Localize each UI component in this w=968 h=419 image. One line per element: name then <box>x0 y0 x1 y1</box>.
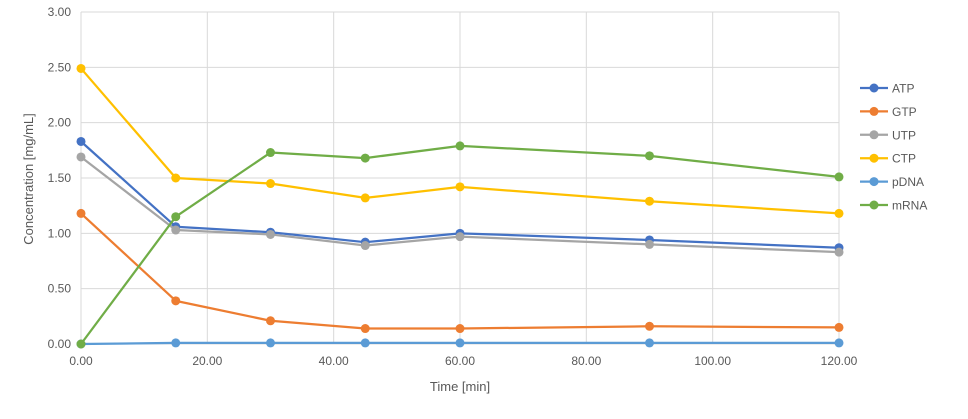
x-tick-label: 20.00 <box>192 354 222 368</box>
data-point <box>455 232 465 242</box>
legend-label: UTP <box>892 128 916 142</box>
data-point <box>266 148 275 158</box>
legend-marker <box>869 83 879 93</box>
data-point <box>834 322 844 332</box>
data-point <box>171 212 181 222</box>
data-point <box>360 338 370 348</box>
data-point <box>266 316 275 326</box>
data-point <box>455 141 465 151</box>
data-point <box>171 225 181 235</box>
x-tick-label: 80.00 <box>571 354 601 368</box>
x-tick-label: 60.00 <box>445 354 475 368</box>
legend-label: GTP <box>892 105 917 119</box>
legend-entry-ctp: CTP <box>860 152 916 166</box>
axes: 0.00 0.50 1.00 1.50 2.00 2.50 3.00 0.00 20.00 40.… <box>48 5 858 368</box>
legend-entry-mrna: mRNA <box>860 199 927 213</box>
legend-entry-atp: ATP <box>860 82 914 96</box>
legend-marker <box>869 200 879 210</box>
series-gtp <box>76 208 844 334</box>
y-tick-label: 2.50 <box>48 60 72 74</box>
data-point <box>834 172 844 182</box>
series-ctp <box>76 63 844 218</box>
x-tick-label: 120.00 <box>821 354 858 368</box>
legend-label: ATP <box>892 82 914 96</box>
data-point <box>171 296 181 306</box>
x-tick-label: 100.00 <box>694 354 731 368</box>
legend-label: CTP <box>892 152 916 166</box>
data-point <box>360 153 370 163</box>
data-point <box>645 321 654 331</box>
legend-entry-pdna: pDNA <box>860 175 924 189</box>
data-point <box>76 152 86 162</box>
legend-marker <box>869 106 879 116</box>
data-point <box>76 63 86 73</box>
legend-label: pDNA <box>892 175 924 189</box>
y-axis-title: Concentration [mg/mL] <box>21 113 36 245</box>
series-utp <box>76 152 844 257</box>
y-tick-label: 3.00 <box>48 5 72 19</box>
data-point <box>171 338 181 348</box>
data-point <box>834 338 844 348</box>
legend-marker <box>869 153 879 163</box>
y-tick-label: 0.50 <box>48 282 72 296</box>
legend-marker <box>869 130 879 140</box>
data-point <box>455 182 465 192</box>
data-point <box>360 241 370 251</box>
x-tick-label: 40.00 <box>319 354 349 368</box>
data-point <box>834 208 844 218</box>
series-group <box>76 63 844 349</box>
legend: ATP GTP UTP CTP pDNA mRNA <box>860 82 927 213</box>
legend-entry-gtp: GTP <box>860 105 917 119</box>
data-point <box>76 208 86 218</box>
series-pdna <box>76 338 844 349</box>
data-point <box>266 338 275 348</box>
y-tick-label: 1.50 <box>48 171 72 185</box>
y-tick-label: 2.00 <box>48 116 72 130</box>
legend-label: mRNA <box>892 199 927 213</box>
y-tick-label: 1.00 <box>48 226 72 240</box>
data-point <box>360 193 370 203</box>
data-point <box>455 338 465 348</box>
data-point <box>76 136 86 146</box>
legend-marker <box>869 177 879 187</box>
x-axis-title: Time [min] <box>430 379 490 394</box>
data-point <box>645 196 654 206</box>
x-tick-label: 0.00 <box>69 354 93 368</box>
data-point <box>266 179 275 189</box>
data-point <box>645 338 654 348</box>
data-point <box>171 173 181 183</box>
series-mrna <box>76 141 844 349</box>
data-point <box>645 151 654 161</box>
data-point <box>834 247 844 257</box>
data-point <box>455 324 465 334</box>
data-point <box>360 324 370 334</box>
y-tick-label: 0.00 <box>48 337 72 351</box>
data-point <box>645 239 654 249</box>
data-point <box>76 339 86 349</box>
legend-entry-utp: UTP <box>860 128 916 142</box>
data-point <box>266 229 275 239</box>
